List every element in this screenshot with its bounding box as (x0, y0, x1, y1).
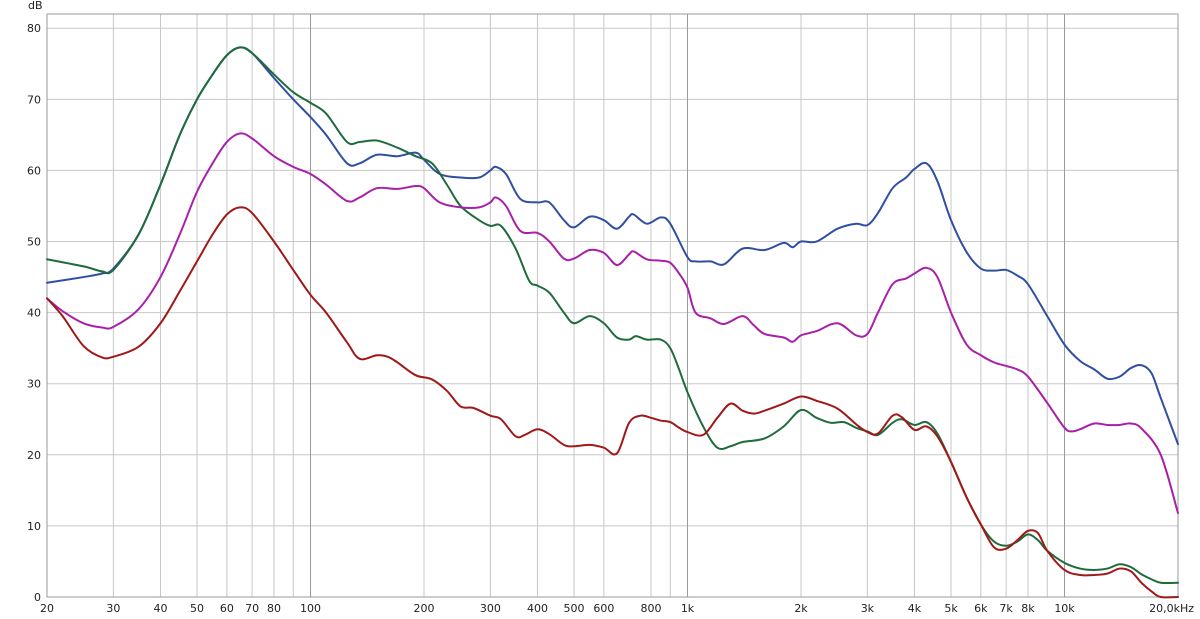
y-tick-labels: 0 10 20 30 40 50 60 70 80 (27, 22, 41, 604)
x-tick-label: 40 (153, 602, 167, 615)
x-tick-label: 70 (245, 602, 259, 615)
x-tick-label: 20 (40, 602, 54, 615)
x-tick-label: 30 (106, 602, 120, 615)
x-tick-label: 200 (414, 602, 435, 615)
x-tick-label: 10k (1054, 602, 1075, 615)
x-tick-label: 2k (794, 602, 808, 615)
y-tick-label: 60 (27, 164, 41, 177)
x-tick-label: 600 (593, 602, 614, 615)
x-tick-label: 500 (564, 602, 585, 615)
y-tick-label: 30 (27, 378, 41, 391)
y-axis-unit-label: dB (28, 0, 43, 12)
y-tick-label: 40 (27, 307, 41, 320)
x-tick-label: 800 (640, 602, 661, 615)
y-tick-label: 10 (27, 520, 41, 533)
series-line-3 (46, 132, 1179, 515)
x-tick-label: 8k (1021, 602, 1035, 615)
series-lines (46, 46, 1179, 599)
y-tick-label: 50 (27, 236, 41, 249)
x-tick-label: 1k (681, 602, 695, 615)
x-tick-label: 20,0kHz (1149, 602, 1194, 615)
y-tick-label: 0 (34, 591, 41, 604)
y-tick-label: 20 (27, 449, 41, 462)
x-tick-label: 3k (861, 602, 875, 615)
x-tick-label: 60 (220, 602, 234, 615)
x-tick-label: 6k (974, 602, 988, 615)
x-tick-label: 4k (908, 602, 922, 615)
x-tick-labels: 20 30 40 50 60 70 80 100 200 300 400 500 600 800 1k 2k 3… (40, 602, 1194, 615)
x-tick-label: 5k (944, 602, 958, 615)
series-line-1 (46, 46, 1179, 446)
x-tick-label: 400 (527, 602, 548, 615)
x-tick-label: 50 (190, 602, 204, 615)
plot-frame (46, 13, 1179, 598)
y-tick-label: 80 (27, 22, 41, 35)
x-tick-label: 80 (267, 602, 281, 615)
x-tick-label: 300 (480, 602, 501, 615)
x-tick-label: 7k (999, 602, 1013, 615)
x-tick-label: 100 (300, 602, 321, 615)
series-line-4 (46, 206, 1179, 599)
y-tick-label: 70 (27, 93, 41, 106)
